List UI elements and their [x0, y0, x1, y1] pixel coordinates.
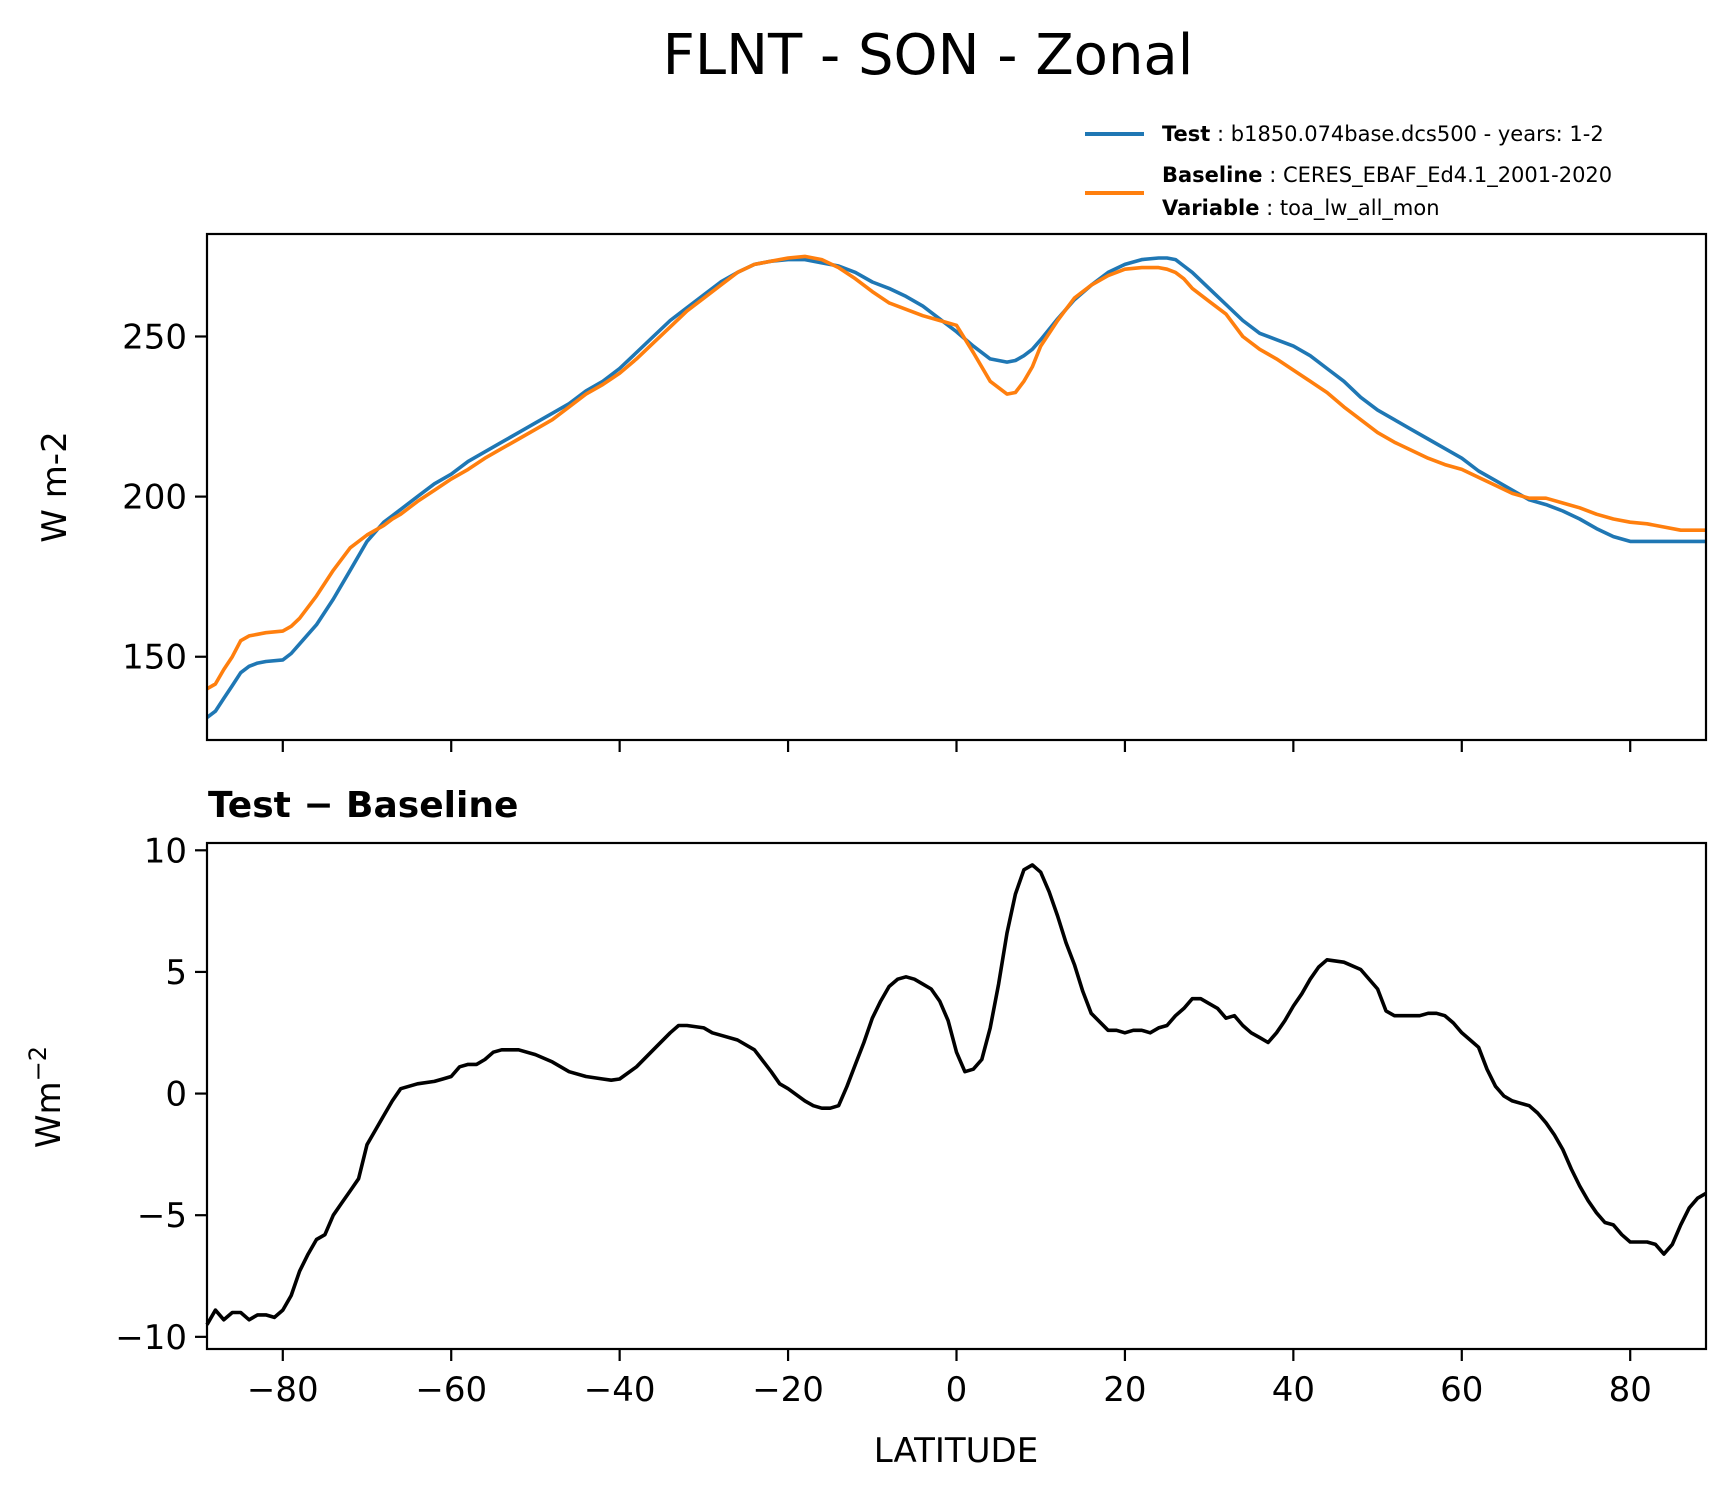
bottom-x-ticks: −80 −60 −40 −20 0 20 40 60 80 [247, 1349, 1652, 1410]
bottom-y-tick-label: 0 [165, 1075, 187, 1115]
bottom-y-axis-label-base: Wm [29, 1081, 69, 1148]
x-tick-label: −20 [752, 1370, 824, 1410]
legend-variable-key: Variable [1162, 196, 1259, 220]
bottom-y-tick-label: 10 [144, 831, 187, 871]
legend-variable-value: toa_lw_all_mon [1280, 196, 1440, 221]
top-series-line-test [205, 256, 1706, 720]
bottom-y-axis-label-exponent: −2 [24, 1046, 52, 1081]
x-tick-label: 40 [1272, 1370, 1315, 1410]
top-y-tick-label: 250 [122, 317, 187, 357]
x-axis-label: LATITUDE [874, 1431, 1038, 1471]
x-tick-label: 80 [1609, 1370, 1652, 1410]
legend-baseline-key: Baseline [1162, 163, 1263, 187]
x-tick-label: −40 [584, 1370, 656, 1410]
x-tick-label: −60 [415, 1370, 487, 1410]
top-panel: 150 200 250 W m-2 [35, 232, 1708, 752]
bottom-y-tick-label: 5 [165, 953, 187, 993]
bottom-y-tick-label: −5 [137, 1196, 187, 1236]
x-tick-label: −80 [247, 1370, 319, 1410]
bottom-y-ticks: −10 −5 0 5 10 [115, 831, 207, 1358]
legend-baseline-entry: Baseline : CERES_EBAF_Ed4.1_2001-2020 [1162, 163, 1612, 188]
legend-test-value: b1850.074base.dcs500 - years: 1-2 [1231, 122, 1604, 146]
top-x-ticks [281, 740, 1632, 752]
bottom-series-group [205, 863, 1707, 1326]
bottom-panel: Test − Baseline −10 −5 0 5 10 −80 −60 −40 −20 0 2… [24, 785, 1708, 1471]
top-series-line-baseline [206, 254, 1706, 691]
top-plot-frame [205, 232, 1708, 742]
legend-variable-entry: Variable : toa_lw_all_mon [1162, 196, 1440, 221]
x-tick-label: 60 [1440, 1370, 1483, 1410]
bottom-series-line-test-baseline [205, 863, 1707, 1326]
top-y-axis-label: W m-2 [35, 431, 75, 542]
legend: Test : b1850.074base.dcs500 - years: 1-2… [1085, 122, 1612, 221]
top-series-group [205, 254, 1706, 720]
bottom-panel-title: Test − Baseline [208, 785, 518, 826]
top-y-tick-label: 150 [122, 638, 187, 678]
bottom-y-tick-label: −10 [115, 1318, 187, 1358]
bottom-plot-frame [205, 841, 1708, 1351]
figure-title: FLNT - SON - Zonal [663, 23, 1194, 88]
top-y-tick-label: 200 [122, 478, 187, 518]
top-y-ticks: 150 200 250 [122, 317, 207, 678]
x-tick-label: 0 [946, 1370, 968, 1410]
bottom-y-axis-label: Wm−2 [24, 1046, 69, 1148]
x-tick-label: 20 [1103, 1370, 1146, 1410]
legend-test-entry: Test : b1850.074base.dcs500 - years: 1-2 [1162, 122, 1604, 146]
legend-baseline-value: CERES_EBAF_Ed4.1_2001-2020 [1283, 163, 1612, 188]
legend-test-key: Test [1162, 122, 1210, 146]
